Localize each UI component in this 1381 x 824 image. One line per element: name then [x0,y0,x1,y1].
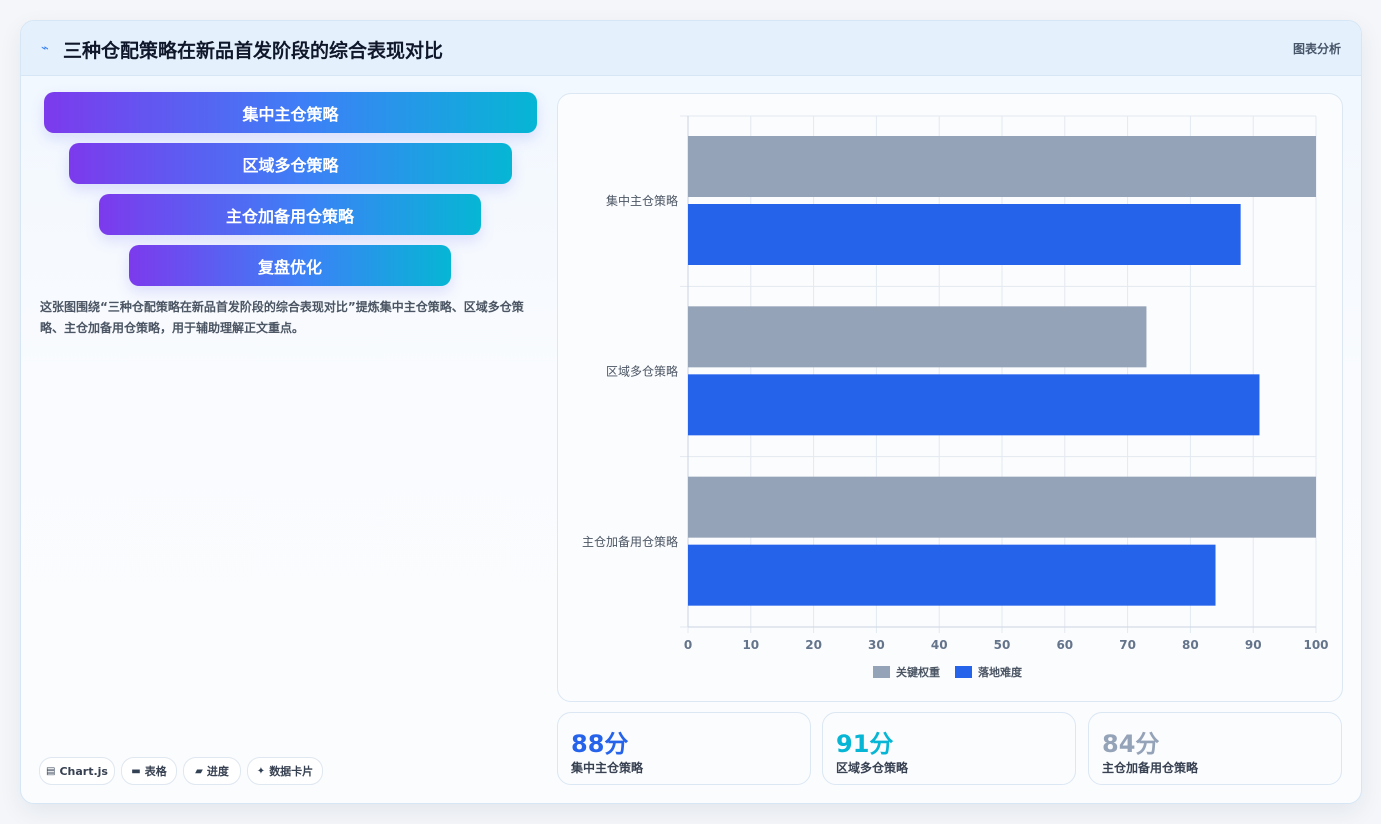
x-tick-label: 0 [684,638,692,652]
chip-label: 进度 [206,765,229,778]
y-tick-label: 区域多仓策略 [606,364,678,379]
header: ⌁ 三种仓配策略在新品首发阶段的综合表现对比 图表分析 [21,21,1361,76]
x-tick-label: 10 [742,638,759,652]
stat-card-3: 84分 主仓加备用仓策略 [1088,712,1342,785]
chart-icon: ▤ [46,765,56,777]
x-tick-label: 90 [1245,638,1262,652]
stat-value: 88分 [571,730,629,758]
funnel-step-3: 主仓加备用仓策略 [99,194,481,235]
y-tick-label: 主仓加备用仓策略 [582,534,678,549]
bar-difficulty [688,544,1216,606]
stat-value: 84分 [1102,730,1160,758]
bar-difficulty [688,374,1260,436]
funnel-step-4: 复盘优化 [129,245,451,286]
x-tick-label: 100 [1303,638,1328,652]
chart-analysis-tag: 图表分析 [1292,42,1341,56]
funnel-step-1: 集中主仓策略 [44,92,537,133]
x-tick-label: 40 [931,638,948,652]
progress-icon: ▰ [195,765,203,777]
description-text: 这张图围绕“三种仓配策略在新品首发阶段的综合表现对比”提炼集中主仓策略、区域多仓… [40,300,524,335]
stat-card-2: 91分 区域多仓策略 [822,712,1076,785]
stat-card-1: 88分 集中主仓策略 [557,712,811,785]
stat-label: 集中主仓策略 [571,761,644,775]
bar-weight [688,476,1316,538]
card-icon: ✦ [256,765,266,777]
y-tick-label: 集中主仓策略 [606,193,678,208]
legend-label: 关键权重 [896,665,940,679]
funnel-step-2: 区域多仓策略 [69,143,512,184]
chart-panel: 集中主仓策略 区域多仓策略主仓加备用仓策略 0 10 20 30 40 50 60 70 80 90 1… [557,93,1343,702]
table-icon: ▬ [131,765,141,777]
x-tick-label: 30 [868,638,885,652]
legend-swatch [873,666,890,678]
x-tick-label: 50 [994,638,1011,652]
x-tick-label: 80 [1182,638,1199,652]
page-title: 三种仓配策略在新品首发阶段的综合表现对比 [63,40,444,62]
main-card: ⌁ 三种仓配策略在新品首发阶段的综合表现对比 图表分析 集中主仓策略 区域多仓策… [20,20,1362,804]
chip-label: 数据卡片 [269,765,314,778]
chip-chartjs[interactable]: ▤ Chart.js [39,757,115,785]
sparkline-icon: ⌁ [41,41,49,56]
chip-progress[interactable]: ▰ 进度 [183,757,241,785]
chip-label: Chart.js [59,764,108,778]
stat-label: 主仓加备用仓策略 [1102,761,1199,775]
legend-label: 落地难度 [978,665,1023,679]
x-tick-label: 20 [805,638,822,652]
stat-label: 区域多仓策略 [836,761,909,775]
x-tick-label: 70 [1119,638,1136,652]
stat-value: 91分 [836,730,894,758]
bar-weight [688,306,1147,368]
bar-difficulty [688,204,1241,265]
legend-swatch [955,666,972,678]
chip-table[interactable]: ▬ 表格 [121,757,177,785]
x-tick-label: 60 [1056,638,1073,652]
chip-data-card[interactable]: ✦ 数据卡片 [247,757,323,785]
bar-weight [688,136,1316,197]
chip-label: 表格 [144,765,167,778]
